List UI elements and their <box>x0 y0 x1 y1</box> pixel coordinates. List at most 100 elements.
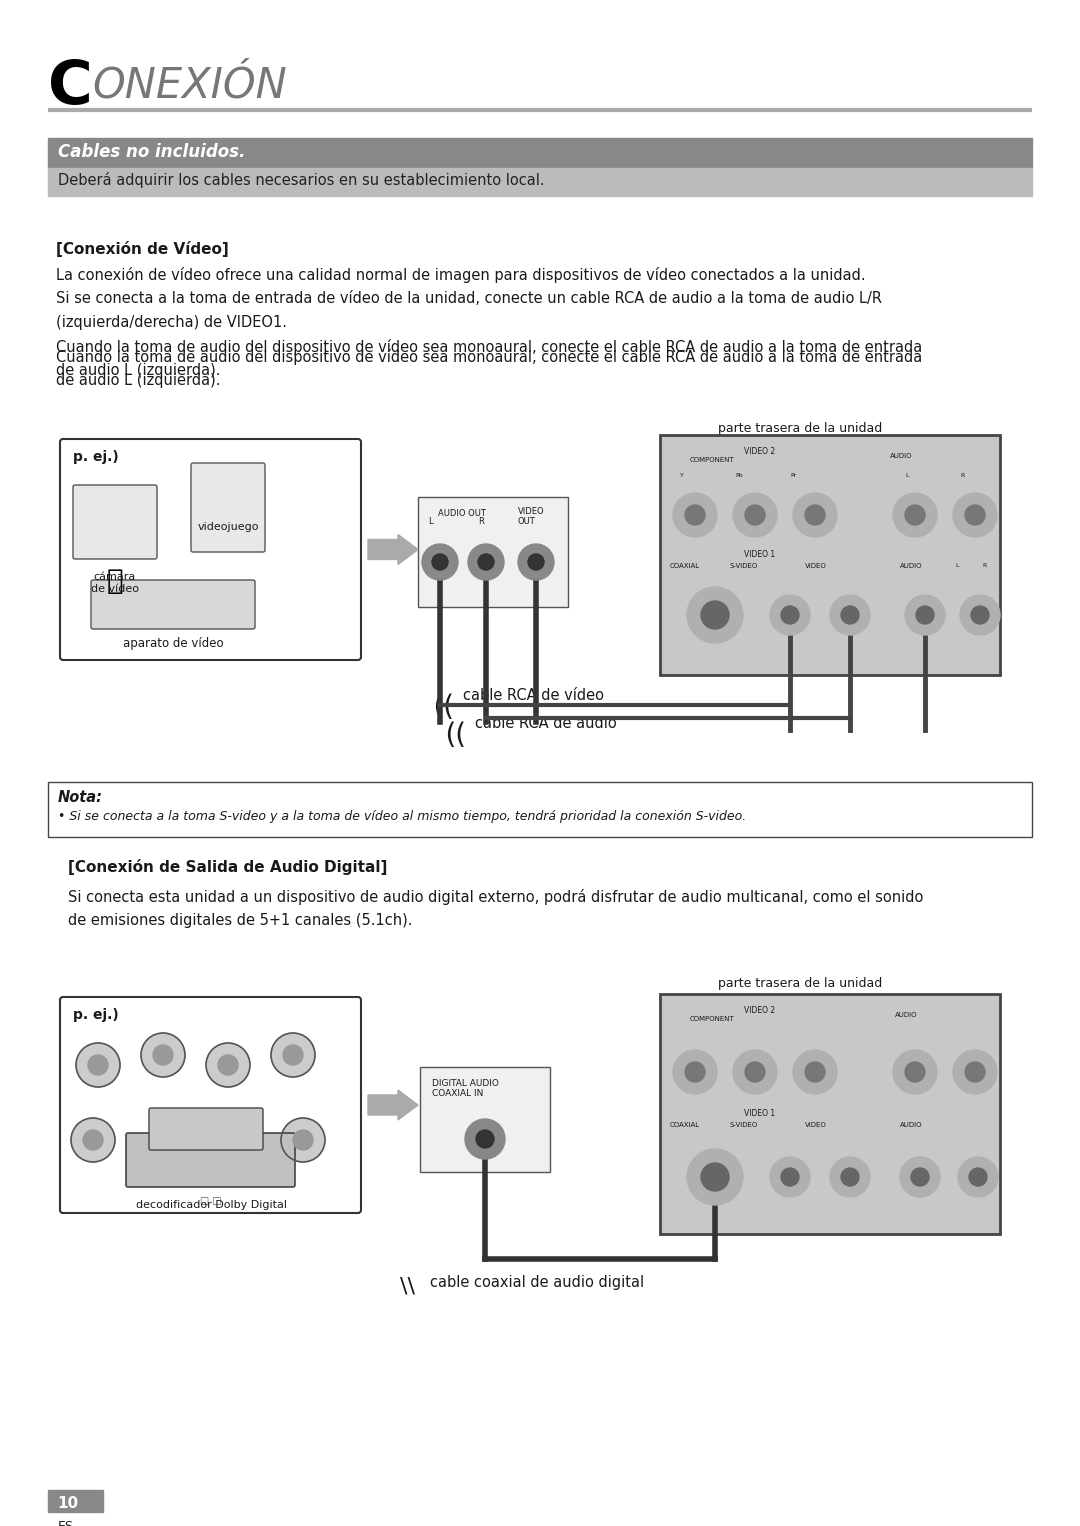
Text: de emisiones digitales de 5+1 canales (5.1ch).: de emisiones digitales de 5+1 canales (5… <box>68 913 413 928</box>
Text: AUDIO OUT: AUDIO OUT <box>438 510 486 517</box>
Text: R: R <box>960 473 964 478</box>
Circle shape <box>893 1050 937 1094</box>
Circle shape <box>283 1045 303 1065</box>
Text: Si se conecta a la toma de entrada de vídeo de la unidad, conecte un cable RCA d: Si se conecta a la toma de entrada de ví… <box>56 291 882 307</box>
Circle shape <box>770 595 810 635</box>
Text: VIDEO 1: VIDEO 1 <box>744 549 775 559</box>
Text: □ □: □ □ <box>200 1196 221 1206</box>
Text: L: L <box>428 517 433 526</box>
FancyBboxPatch shape <box>60 996 361 1213</box>
Text: [Conexión de Salida de Audio Digital]: [Conexión de Salida de Audio Digital] <box>68 859 388 874</box>
Text: )): )) <box>428 690 449 719</box>
Circle shape <box>958 1157 998 1196</box>
Circle shape <box>71 1119 114 1161</box>
Circle shape <box>153 1045 173 1065</box>
Text: VIDEO: VIDEO <box>805 563 827 569</box>
FancyBboxPatch shape <box>191 462 265 552</box>
Text: cable RCA de vídeo: cable RCA de vídeo <box>463 688 604 703</box>
FancyBboxPatch shape <box>73 485 157 559</box>
Text: • Si se conecta a la toma S-video y a la toma de vídeo al mismo tiempo, tendrá p: • Si se conecta a la toma S-video y a la… <box>58 810 746 823</box>
Bar <box>48 1489 103 1512</box>
Text: ONEXIÓN: ONEXIÓN <box>92 64 287 105</box>
Circle shape <box>900 1157 940 1196</box>
Circle shape <box>218 1054 238 1074</box>
Text: Cables no incluidos.: Cables no incluidos. <box>58 143 245 162</box>
Text: )): )) <box>440 719 461 746</box>
Text: La conexión de vídeo ofrece una calidad normal de imagen para dispositivos de ví: La conexión de vídeo ofrece una calidad … <box>56 267 866 282</box>
Circle shape <box>745 1062 765 1082</box>
FancyArrow shape <box>368 1090 418 1120</box>
Circle shape <box>770 1157 810 1196</box>
Text: ES: ES <box>58 1520 73 1526</box>
Text: Cuando la toma de audio del dispositivo de vídeo sea monoaural, conecte el cable: Cuando la toma de audio del dispositivo … <box>56 339 922 356</box>
Circle shape <box>841 1167 859 1186</box>
FancyBboxPatch shape <box>60 439 361 661</box>
Text: 📷: 📷 <box>107 568 123 595</box>
Text: aparato de vídeo: aparato de vídeo <box>123 636 224 650</box>
Text: Si conecta esta unidad a un dispositivo de audio digital externo, podrá disfruta: Si conecta esta unidad a un dispositivo … <box>68 890 923 905</box>
Circle shape <box>528 554 544 571</box>
Text: COMPONENT: COMPONENT <box>690 1016 734 1022</box>
Text: cable RCA de audio: cable RCA de audio <box>475 716 617 731</box>
Bar <box>48 168 1032 195</box>
Circle shape <box>733 1050 777 1094</box>
Circle shape <box>271 1033 315 1077</box>
Text: parte trasera de la unidad: parte trasera de la unidad <box>718 977 882 990</box>
Text: VIDEO: VIDEO <box>805 1122 827 1128</box>
Text: VIDEO 1: VIDEO 1 <box>744 1109 775 1119</box>
Circle shape <box>905 505 924 525</box>
Text: (izquierda/derecha) de VIDEO1.: (izquierda/derecha) de VIDEO1. <box>56 314 287 330</box>
Circle shape <box>468 543 504 580</box>
Circle shape <box>206 1042 249 1087</box>
Circle shape <box>893 493 937 537</box>
Text: COAXIAL: COAXIAL <box>670 563 700 569</box>
Circle shape <box>478 554 494 571</box>
Circle shape <box>687 588 743 642</box>
Text: Deberá adquirir los cables necesarios en su establecimiento local.: Deberá adquirir los cables necesarios en… <box>58 172 544 188</box>
Circle shape <box>966 1062 985 1082</box>
FancyBboxPatch shape <box>149 1108 264 1151</box>
Circle shape <box>518 543 554 580</box>
Circle shape <box>673 493 717 537</box>
Text: Pr: Pr <box>789 473 796 478</box>
Text: decodificador Dolby Digital: decodificador Dolby Digital <box>135 1199 286 1210</box>
Text: R: R <box>478 517 484 526</box>
Text: de audio L (izquierda).: de audio L (izquierda). <box>56 363 220 378</box>
Text: C: C <box>48 58 93 118</box>
Text: VIDEO 2: VIDEO 2 <box>744 1006 775 1015</box>
Circle shape <box>781 606 799 624</box>
Circle shape <box>781 1167 799 1186</box>
Circle shape <box>685 1062 705 1082</box>
Circle shape <box>673 1050 717 1094</box>
Text: videojuego: videojuego <box>198 522 259 533</box>
Text: S-VIDEO: S-VIDEO <box>730 563 758 569</box>
Circle shape <box>969 1167 987 1186</box>
Circle shape <box>701 601 729 629</box>
Text: cable coaxial de audio digital: cable coaxial de audio digital <box>430 1276 644 1289</box>
Circle shape <box>805 505 825 525</box>
Bar <box>660 993 1000 1235</box>
Circle shape <box>701 1163 729 1190</box>
Text: Y: Y <box>680 473 684 478</box>
Text: AUDIO: AUDIO <box>900 1122 922 1128</box>
Text: DIGITAL AUDIO
COAXIAL IN: DIGITAL AUDIO COAXIAL IN <box>432 1079 499 1099</box>
Text: COAXIAL: COAXIAL <box>670 1122 700 1128</box>
Text: [Conexión de Vídeo]: [Conexión de Vídeo] <box>56 241 229 256</box>
FancyArrow shape <box>368 534 418 565</box>
Bar <box>418 497 568 607</box>
Circle shape <box>83 1129 103 1151</box>
Circle shape <box>966 505 985 525</box>
Bar <box>48 137 1032 168</box>
Circle shape <box>912 1167 929 1186</box>
Circle shape <box>793 1050 837 1094</box>
Circle shape <box>293 1129 313 1151</box>
Text: Cuando la toma de audio del dispositivo de vídeo sea monoaural, conecte el cable: Cuando la toma de audio del dispositivo … <box>56 349 922 365</box>
Bar <box>660 435 1000 674</box>
Bar <box>420 1067 550 1172</box>
Text: Pb: Pb <box>735 473 743 478</box>
Circle shape <box>141 1033 185 1077</box>
Text: R: R <box>982 563 986 568</box>
Circle shape <box>841 606 859 624</box>
Circle shape <box>745 505 765 525</box>
Text: VIDEO 2: VIDEO 2 <box>744 447 775 456</box>
